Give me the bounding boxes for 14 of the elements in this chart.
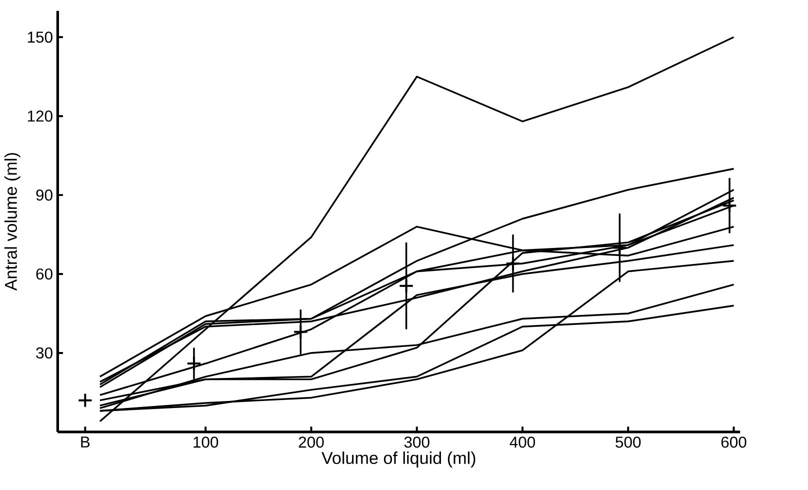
x-tick-label: B: [81, 436, 90, 448]
x-tick-label: 200: [298, 436, 324, 448]
y-tick-label: 90: [36, 189, 52, 201]
y-tick-label: 120: [28, 110, 52, 122]
x-tick-label: 400: [510, 436, 536, 448]
x-tick-label: 100: [194, 436, 218, 448]
y-axis-title: Antral volume (ml): [4, 153, 20, 291]
x-tick-label: 300: [404, 436, 430, 448]
x-tick-label: 600: [721, 436, 746, 448]
x-axis-title: Volume of liquid (ml): [322, 451, 476, 468]
y-tick-label: 60: [36, 268, 52, 280]
x-tick-label: 500: [616, 436, 641, 448]
y-tick-label: 150: [28, 32, 52, 43]
y-tick-label: 30: [36, 347, 52, 359]
